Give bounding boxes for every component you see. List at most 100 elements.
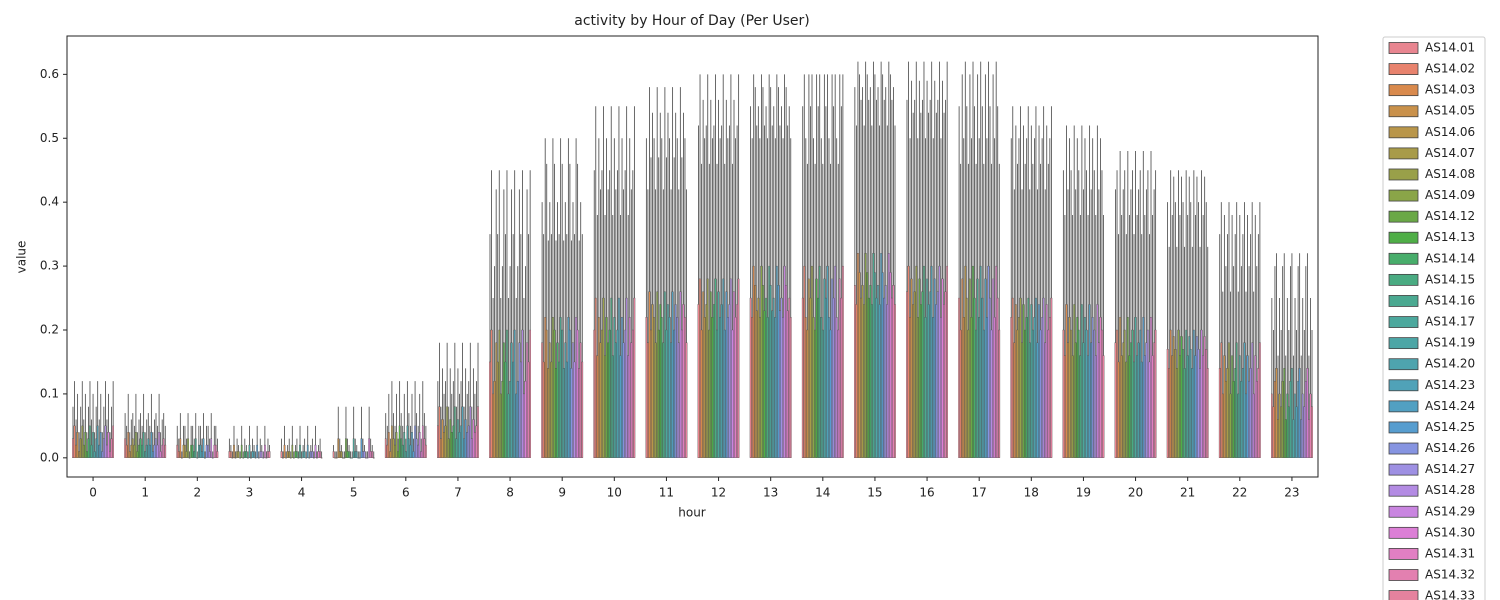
box [929, 291, 931, 458]
box [1191, 368, 1194, 458]
box [975, 329, 977, 458]
box [670, 342, 672, 458]
y-tick-label: 0.3 [40, 259, 59, 273]
box [139, 438, 142, 458]
box [981, 297, 984, 458]
legend-label: AS14.17 [1425, 315, 1475, 329]
box [260, 451, 263, 458]
box [95, 438, 97, 458]
box [1246, 355, 1249, 458]
box [461, 406, 464, 458]
box [198, 444, 200, 458]
box [1183, 368, 1186, 458]
box [559, 317, 562, 458]
box [909, 317, 911, 458]
box [562, 368, 565, 458]
legend-label: AS14.20 [1425, 357, 1475, 371]
box [145, 444, 148, 458]
box [359, 457, 361, 459]
box [1289, 380, 1292, 458]
box [1136, 355, 1138, 458]
box [1028, 342, 1031, 458]
box [230, 451, 232, 458]
legend-swatch [1388, 484, 1419, 497]
box [84, 432, 87, 458]
box [887, 253, 890, 458]
box [809, 297, 812, 458]
box [334, 457, 336, 459]
box [495, 342, 498, 458]
box [806, 329, 809, 458]
box [1189, 349, 1192, 458]
box [1131, 329, 1134, 458]
box [1076, 317, 1079, 458]
box [242, 457, 245, 459]
box [814, 329, 816, 458]
box [789, 317, 792, 458]
box [475, 425, 478, 458]
box [599, 342, 602, 458]
box [596, 355, 599, 458]
box [1308, 419, 1310, 458]
box [141, 444, 143, 458]
box [998, 329, 1001, 458]
legend-swatch [1388, 210, 1419, 223]
box [283, 444, 286, 458]
box [627, 355, 630, 458]
box [490, 329, 493, 458]
box [962, 317, 965, 458]
plot-frame [66, 35, 1319, 478]
box [987, 265, 990, 458]
box [193, 451, 196, 458]
x-tick-label: 20 [1128, 486, 1143, 500]
box [1168, 368, 1170, 458]
box [1180, 336, 1183, 458]
box [357, 457, 360, 459]
box [878, 304, 881, 458]
box [616, 329, 619, 458]
box [1042, 297, 1045, 458]
box [657, 329, 660, 458]
box [1304, 380, 1307, 458]
x-tick-label: 1 [141, 486, 149, 500]
box [512, 361, 514, 458]
box [467, 425, 470, 458]
legend-label: AS14.06 [1425, 125, 1475, 139]
box [970, 317, 973, 458]
box [875, 297, 878, 458]
box [768, 265, 770, 458]
legend-label: AS14.05 [1425, 104, 1475, 118]
box [76, 432, 79, 458]
box [544, 317, 547, 458]
box [763, 310, 766, 458]
box [418, 432, 421, 458]
legend-label: AS14.02 [1425, 62, 1475, 76]
box [148, 444, 151, 458]
box [555, 368, 557, 458]
box [548, 342, 551, 458]
box [633, 297, 636, 458]
box [601, 329, 603, 458]
box [907, 265, 910, 458]
box [769, 285, 772, 458]
box [1119, 317, 1121, 458]
box [726, 317, 729, 458]
box [553, 329, 556, 458]
box [187, 438, 189, 458]
box [1039, 329, 1042, 458]
legend-swatch [1388, 337, 1419, 350]
box [207, 444, 209, 458]
box [1139, 329, 1142, 458]
box [243, 451, 246, 458]
box [87, 438, 90, 458]
box [1145, 342, 1148, 458]
legend-label: AS14.33 [1425, 589, 1475, 600]
box [720, 304, 723, 458]
box [303, 451, 306, 458]
box [240, 444, 243, 458]
box [1101, 329, 1103, 458]
box [1130, 342, 1132, 458]
box [1140, 361, 1143, 458]
box [1281, 380, 1284, 458]
